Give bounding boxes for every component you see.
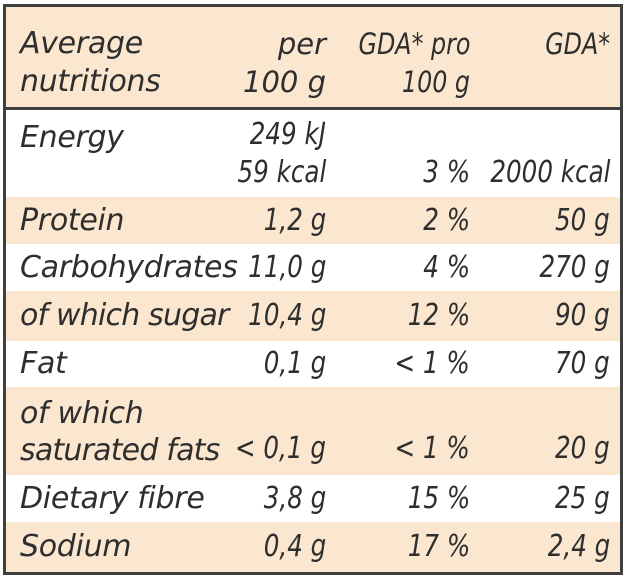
gda-value: 270 g xyxy=(539,250,610,285)
gda-percent: < 1 % xyxy=(394,431,470,466)
header-divider xyxy=(6,107,620,110)
gda-percent: 12 % xyxy=(407,298,470,333)
gda-value: 2,4 g xyxy=(547,529,610,564)
row-label: Energy xyxy=(20,120,124,155)
gda-value: 50 g xyxy=(555,203,610,238)
row-label: Sodium xyxy=(20,529,132,564)
per100-value: 3,8 g xyxy=(263,481,326,516)
gda-value: 90 g xyxy=(555,298,610,333)
header-per-line2: 100 g xyxy=(243,65,326,99)
gda-percent: 15 % xyxy=(407,481,470,516)
header-gda-pro-line2: 100 g xyxy=(401,65,470,99)
per100-value: 0,4 g xyxy=(263,529,326,564)
per100-value: 10,4 g xyxy=(247,298,326,333)
row-label: of which sugar xyxy=(20,298,229,333)
energy-kj: 249 kJ xyxy=(249,117,326,152)
row-label: Protein xyxy=(20,203,125,238)
table-row-energy: Energy 249 kJ 59 kcal 3 % 2000 kcal xyxy=(6,110,620,197)
table-row-carbohydrates: Carbohydrates 11,0 g 4 % 270 g xyxy=(6,244,620,291)
gda-percent: 17 % xyxy=(407,529,470,564)
table-header: Average nutritions per 100 g GDA* pro 10… xyxy=(6,7,620,107)
row-label-line2: saturated fats xyxy=(20,433,220,468)
gda-value: 25 g xyxy=(555,481,610,516)
table-row-sugar: of which sugar 10,4 g 12 % 90 g xyxy=(6,291,620,341)
energy-kcal: 59 kcal xyxy=(237,155,326,190)
row-label: Carbohydrates xyxy=(20,250,238,285)
header-label-line2: nutritions xyxy=(20,64,161,99)
table-row-fat: Fat 0,1 g < 1 % 70 g xyxy=(6,341,620,387)
per100-value: < 0,1 g xyxy=(235,431,326,466)
gda-percent: < 1 % xyxy=(394,346,470,381)
table-row-sodium: Sodium 0,4 g 17 % 2,4 g xyxy=(6,522,620,572)
gda-value: 2000 kcal xyxy=(489,155,610,190)
table-row-saturated-fats: of which saturated fats < 0,1 g < 1 % 20… xyxy=(6,387,620,475)
table-row-protein: Protein 1,2 g 2 % 50 g xyxy=(6,197,620,244)
header-per-line1: per xyxy=(277,27,326,61)
per100-value: 11,0 g xyxy=(247,250,326,285)
header-label-line1: Average xyxy=(20,26,143,61)
header-gda: GDA* xyxy=(545,27,610,61)
gda-value: 20 g xyxy=(555,431,610,466)
row-label: Fat xyxy=(20,346,67,381)
per100-value: 1,2 g xyxy=(263,203,326,238)
header-gda-pro-line1: GDA* pro xyxy=(358,27,470,61)
gda-percent: 4 % xyxy=(423,250,470,285)
gda-percent: 2 % xyxy=(423,203,470,238)
row-label: Dietary fibre xyxy=(20,481,205,516)
row-label-line1: of which xyxy=(20,396,144,431)
gda-value: 70 g xyxy=(555,346,610,381)
gda-percent: 3 % xyxy=(423,155,470,190)
nutrition-table: Average nutritions per 100 g GDA* pro 10… xyxy=(3,4,623,575)
table-row-fibre: Dietary fibre 3,8 g 15 % 25 g xyxy=(6,475,620,522)
per100-value: 0,1 g xyxy=(263,346,326,381)
